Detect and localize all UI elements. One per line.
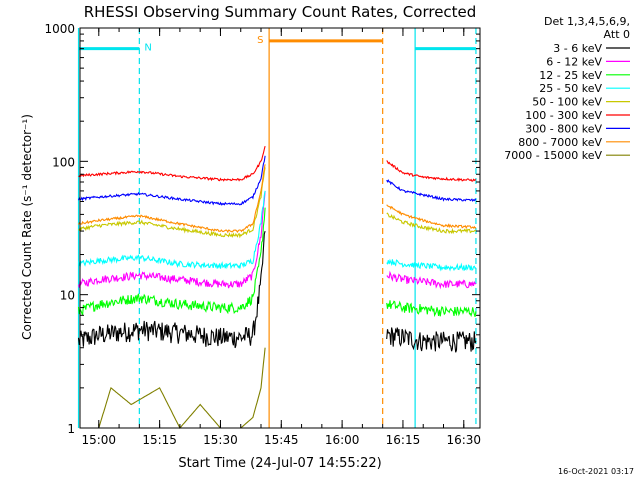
legend-label: 100 - 300 keV — [525, 109, 602, 122]
legend-header-line-1: Det 1,3,4,5,6,9, — [544, 15, 630, 28]
series-line — [77, 207, 266, 316]
legend-label: 300 - 800 keV — [525, 122, 602, 135]
legend-label: 50 - 100 keV — [532, 96, 602, 109]
series-line — [78, 164, 266, 234]
series-line — [78, 145, 266, 182]
series-line — [386, 300, 477, 318]
legend-label: 6 - 12 keV — [546, 55, 602, 68]
series-line — [77, 155, 266, 206]
footer-timestamp: 16-Oct-2021 03:17 — [558, 467, 634, 476]
y-tick-label: 1 — [67, 422, 75, 436]
legend-label: 25 - 50 keV — [539, 82, 602, 95]
series-line — [77, 190, 266, 270]
series-line — [386, 258, 477, 272]
y-axis-label: Corrected Count Rate (s⁻¹ detector⁻¹) — [20, 114, 34, 340]
series-line — [386, 212, 477, 235]
legend-label: 3 - 6 keV — [553, 42, 602, 55]
axis-layer: 1 10 100 1000 15:00 15:15 15:30 15:45 16:00 16:15… — [44, 22, 481, 447]
x-tick-label: 15:00 — [81, 433, 116, 447]
series-line — [77, 230, 266, 349]
series-line — [78, 167, 266, 239]
x-tick-label: 15:30 — [203, 433, 238, 447]
chart-title: RHESSI Observing Summary Count Rates, Co… — [84, 3, 477, 21]
y-tick-label: 10 — [60, 289, 75, 303]
legend-label: 800 - 7000 keV — [518, 136, 602, 149]
series-line — [386, 160, 477, 182]
x-tick-label: 15:45 — [264, 433, 299, 447]
legend-label: 7000 - 15000 keV — [504, 149, 602, 162]
legend-header-line-2: Att 0 — [604, 28, 630, 41]
x-tick-label: 16:00 — [325, 433, 360, 447]
plot-layer: NS — [77, 28, 477, 429]
x-tick-label: 15:15 — [142, 433, 177, 447]
segment-marker-label: N — [144, 43, 151, 54]
legend-label: 12 - 25 keV — [539, 69, 602, 82]
plot-frame — [79, 27, 481, 429]
series-line — [77, 190, 266, 289]
x-tick-label: 16:30 — [446, 433, 481, 447]
y-tick-label: 1000 — [44, 22, 75, 36]
series-line — [386, 270, 477, 290]
x-axis-label: Start Time (24-Jul-07 14:55:22) — [178, 456, 381, 471]
series-line — [98, 347, 266, 429]
series-line — [386, 327, 477, 353]
y-tick-label: 100 — [52, 155, 75, 169]
x-tick-label: 16:15 — [386, 433, 421, 447]
series-line — [386, 204, 477, 230]
segment-marker-label: S — [257, 35, 263, 46]
series-line — [386, 179, 477, 202]
